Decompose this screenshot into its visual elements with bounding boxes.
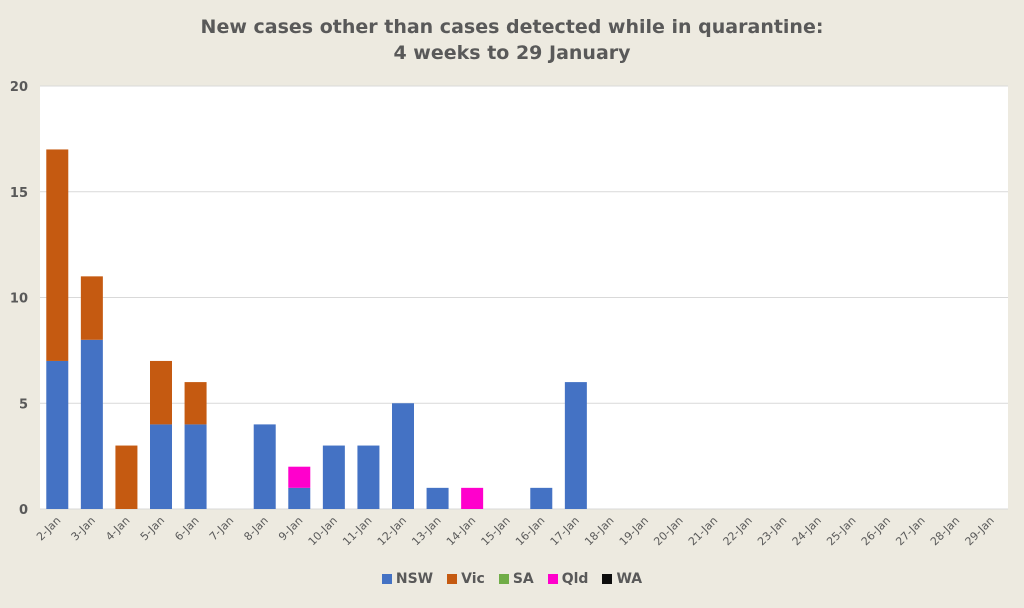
x-tick-label: 10-Jan <box>306 514 340 548</box>
legend-swatch <box>602 574 613 584</box>
bar-nsw <box>288 487 311 509</box>
chart-title: New cases other than cases detected whil… <box>0 14 1024 66</box>
x-tick-label: 28-Jan <box>928 514 962 548</box>
x-tick-label: 16-Jan <box>513 514 547 548</box>
bar-nsw <box>392 403 414 509</box>
y-tick-label: 10 <box>10 292 28 307</box>
bar-vic <box>80 276 103 340</box>
legend-label: WA <box>616 571 643 587</box>
legend-swatch <box>498 574 509 584</box>
x-tick-label: 7-Jan <box>207 514 236 543</box>
bar-nsw <box>46 360 69 509</box>
x-tick-label: 17-Jan <box>548 514 582 548</box>
bar-nsw <box>357 445 380 509</box>
x-tick-label: 27-Jan <box>893 514 927 548</box>
x-tick-label: 22-Jan <box>721 514 755 548</box>
x-tick-label: 19-Jan <box>617 514 651 548</box>
x-tick-label: 26-Jan <box>859 514 893 548</box>
bar-nsw <box>150 424 172 509</box>
bar-qld <box>461 487 484 509</box>
legend-item-vic: Vic <box>447 571 485 587</box>
legend-item-wa: WA <box>602 571 642 587</box>
x-tick-label: 8-Jan <box>241 514 270 543</box>
bar-vic <box>46 149 69 361</box>
bar-qld <box>288 466 311 488</box>
bar-nsw <box>80 339 103 509</box>
legend-swatch <box>547 574 558 584</box>
x-tick-label: 6-Jan <box>172 514 201 543</box>
x-tick-label: 12-Jan <box>375 514 409 548</box>
x-tick-label: 9-Jan <box>276 514 305 543</box>
y-tick-label: 15 <box>10 186 28 201</box>
legend-label: Vic <box>461 571 485 587</box>
x-tick-label: 2-Jan <box>34 514 63 543</box>
bar-nsw <box>322 445 345 509</box>
legend-item-nsw: NSW <box>381 571 434 587</box>
x-tick-label: 4-Jan <box>103 514 132 543</box>
bar-nsw <box>253 424 276 509</box>
y-tick-label: 5 <box>19 397 28 412</box>
chart-legend: NSW Vic SA Qld WA <box>0 571 1024 587</box>
y-tick-label: 0 <box>19 503 28 518</box>
x-tick-label: 20-Jan <box>651 514 685 548</box>
legend-label: Qld <box>561 571 589 587</box>
y-tick-label: 20 <box>10 80 28 95</box>
legend-item-sa: SA <box>498 571 534 587</box>
legend-swatch <box>381 574 392 584</box>
x-tick-label: 21-Jan <box>686 514 720 548</box>
x-tick-label: 13-Jan <box>409 514 443 548</box>
bar-vic <box>115 445 138 509</box>
x-tick-label: 29-Jan <box>963 514 997 548</box>
x-tick-label: 5-Jan <box>138 514 167 543</box>
legend-swatch <box>447 574 458 584</box>
x-tick-label: 25-Jan <box>824 514 858 548</box>
chart-subtitle: 4 weeks to 29 January <box>393 42 631 64</box>
x-tick-label: 15-Jan <box>479 514 513 548</box>
x-tick-label: 14-Jan <box>444 514 478 548</box>
bar-nsw <box>426 487 449 509</box>
legend-label: NSW <box>395 571 434 587</box>
bar-nsw <box>564 382 587 509</box>
legend-label: SA <box>512 571 534 587</box>
legend-item-qld: Qld <box>547 571 589 587</box>
bar-nsw <box>184 424 207 509</box>
x-tick-label: 18-Jan <box>582 514 616 548</box>
x-tick-label: 3-Jan <box>69 514 98 543</box>
x-tick-label: 11-Jan <box>340 514 374 548</box>
bar-vic <box>150 360 172 425</box>
x-tick-label: 23-Jan <box>755 514 789 548</box>
chart-title-line1: New cases other than cases detected whil… <box>200 16 824 38</box>
bar-vic <box>184 382 207 425</box>
bar-nsw <box>530 487 553 509</box>
x-tick-label: 24-Jan <box>790 514 824 548</box>
